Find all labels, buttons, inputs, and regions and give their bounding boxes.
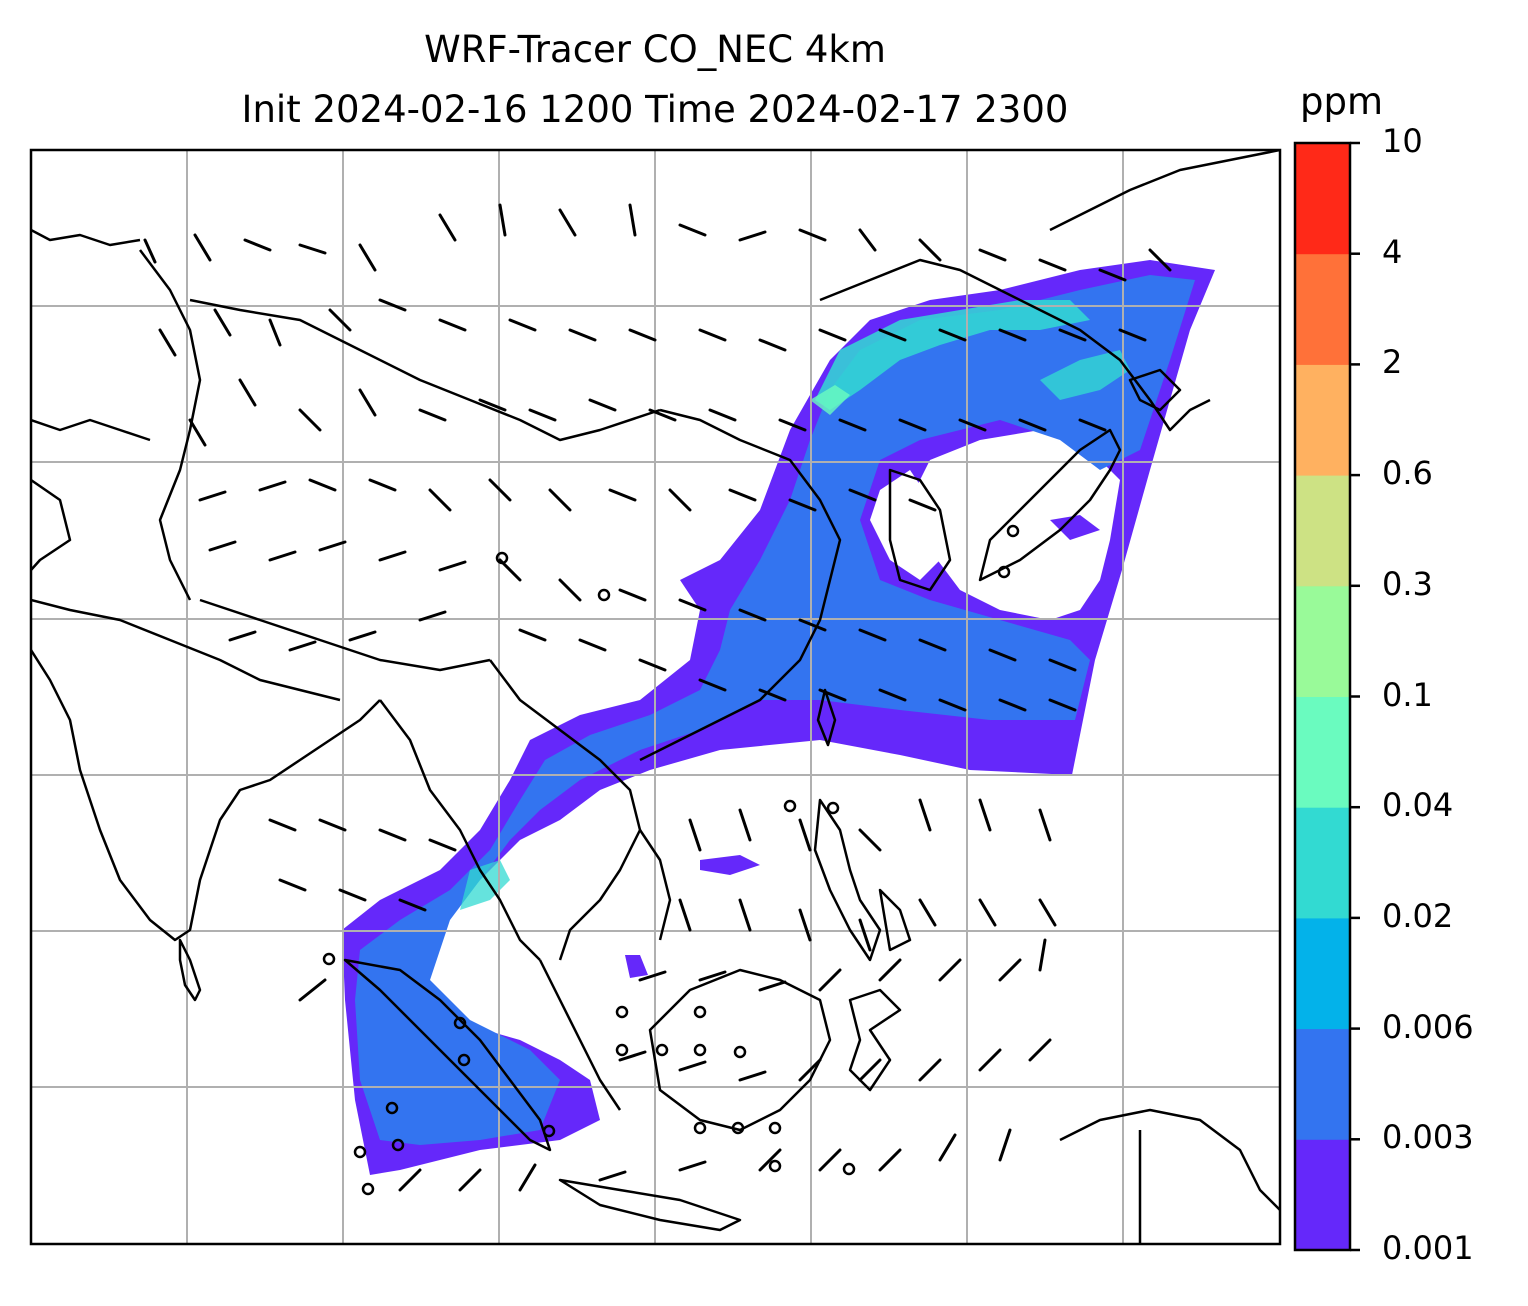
colorbar-segment xyxy=(1295,143,1350,255)
plume-patch-3 xyxy=(1050,515,1100,540)
colorbar-unit-label: ppm xyxy=(1300,80,1384,123)
colorbar-tick-label: 0.006 xyxy=(1382,1007,1474,1046)
plume-patch-2 xyxy=(625,955,648,978)
plume-level-3c xyxy=(460,860,510,910)
colorbar-tick-label: 4 xyxy=(1382,232,1403,271)
colorbar-tick-label: 10 xyxy=(1382,122,1423,160)
colorbar-segment xyxy=(1295,253,1350,365)
plume-patch-1 xyxy=(700,855,760,875)
plume-level-4 xyxy=(810,385,850,415)
colorbar-tick-label: 0.003 xyxy=(1382,1118,1474,1157)
colorbar-tick-label: 0.1 xyxy=(1382,675,1433,714)
plume-gap xyxy=(910,430,1120,620)
wind-barbs xyxy=(143,203,1172,1196)
coastlines xyxy=(31,150,1280,1244)
colorbar xyxy=(1293,141,1360,1252)
colorbar-tick-label: 0.3 xyxy=(1382,564,1433,603)
colorbar-tick-label: 0.02 xyxy=(1382,896,1454,935)
colorbar-segment xyxy=(1295,1028,1350,1140)
plume-level-3 xyxy=(815,300,1090,410)
colorbar-segment xyxy=(1295,585,1350,697)
title-line-2: Init 2024-02-16 1200 Time 2024-02-17 230… xyxy=(241,88,1069,131)
tracer-plume xyxy=(342,260,1215,1175)
colorbar-segment xyxy=(1295,696,1350,808)
title-line-1: WRF-Tracer CO_NEC 4km xyxy=(424,28,886,71)
colorbar-segment xyxy=(1295,364,1350,476)
colorbar-segment xyxy=(1295,1139,1350,1251)
plume-gap-2 xyxy=(870,470,940,580)
colorbar-tick-label: 0.6 xyxy=(1382,454,1433,493)
colorbar-tick-label: 2 xyxy=(1382,343,1403,382)
colorbar-segment xyxy=(1295,917,1350,1030)
colorbar-tick-label: 0.04 xyxy=(1382,786,1454,825)
colorbar-segment xyxy=(1295,475,1350,587)
colorbar-segment xyxy=(1295,807,1350,919)
colorbar-tick-label: 0.001 xyxy=(1382,1229,1474,1267)
plume-level-3b xyxy=(1040,350,1130,400)
map-frame xyxy=(29,148,1282,1246)
